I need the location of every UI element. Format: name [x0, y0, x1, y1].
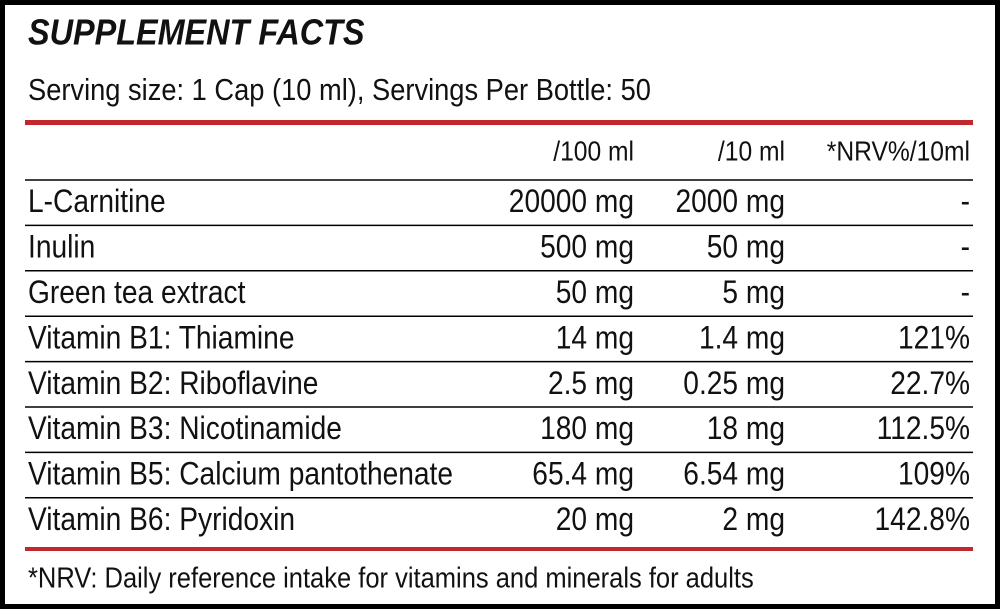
row-value: 2000 mg [675, 185, 785, 220]
row-value: - [961, 230, 970, 265]
row-value: 180 mg [540, 412, 634, 447]
footnote: *NRV: Daily reference intake for vitamin… [28, 561, 754, 594]
row-value: 50 mg [556, 275, 634, 310]
row-value: 142.8% [875, 502, 970, 537]
row-value: 1.4 mg [699, 321, 785, 356]
column-header: /10 ml [718, 135, 785, 167]
title: SUPPLEMENT FACTS [28, 13, 365, 53]
red-rule [25, 547, 973, 551]
row-label: Vitamin B2: Riboflavine [28, 366, 318, 401]
row-value: 22.7% [890, 366, 970, 401]
row-value: 18 mg [707, 412, 785, 447]
row-value: 50 mg [707, 230, 785, 265]
row-value: 20 mg [556, 502, 634, 537]
row-label: Green tea extract [28, 275, 246, 310]
row-value: 2 mg [722, 502, 785, 537]
row-label: Inulin [28, 230, 95, 265]
row-label: L-Carnitine [28, 185, 166, 220]
row-label: Vitamin B1: Thiamine [28, 321, 294, 356]
row-value: 121% [898, 321, 970, 356]
row-value: - [961, 275, 970, 310]
column-header: *NRV%/10ml [827, 135, 970, 167]
column-header: /100 ml [553, 135, 634, 167]
row-value: 112.5% [877, 412, 970, 447]
row-value: - [961, 185, 970, 220]
row-label: Vitamin B3: Nicotinamide [28, 412, 342, 447]
row-value: 109% [898, 457, 970, 492]
red-rule [25, 120, 973, 125]
row-label: Vitamin B6: Pyridoxin [28, 502, 295, 537]
row-value: 500 mg [540, 230, 634, 265]
row-value: 5 mg [722, 275, 785, 310]
serving: Serving size: 1 Cap (10 ml), Servings Pe… [28, 74, 651, 108]
row-label: Vitamin B5: Calcium pantothenate [28, 457, 453, 492]
row-value: 65.4 mg [532, 457, 634, 492]
row-value: 2.5 mg [548, 366, 634, 401]
row-value: 0.25 mg [683, 366, 785, 401]
row-value: 20000 mg [509, 185, 634, 220]
row-value: 6.54 mg [683, 457, 785, 492]
row-value: 14 mg [556, 321, 634, 356]
